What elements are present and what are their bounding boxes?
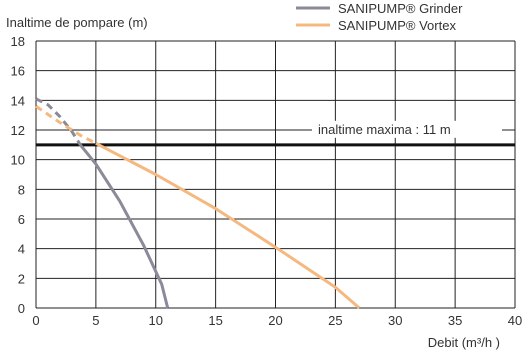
y-tick-label: 2 xyxy=(18,271,25,286)
x-axis-title: Debit (m³/h ) xyxy=(428,335,500,350)
x-tick-label: 35 xyxy=(448,313,462,328)
chart-grid xyxy=(36,41,515,308)
x-tick-label: 30 xyxy=(388,313,402,328)
y-tick-label: 8 xyxy=(18,182,25,197)
legend-label-grinder: SANIPUMP® Grinder xyxy=(338,1,463,16)
max-height-label: inaltime maxima : 11 m xyxy=(318,122,451,137)
y-tick-label: 10 xyxy=(11,153,25,168)
x-tick-label: 25 xyxy=(328,313,342,328)
x-tick-label: 5 xyxy=(92,313,99,328)
y-tick-label: 6 xyxy=(18,212,25,227)
y-tick-label: 4 xyxy=(18,242,25,257)
legend-label-vortex: SANIPUMP® Vortex xyxy=(338,18,456,33)
y-tick-label: 0 xyxy=(18,301,25,316)
series-grinder-line xyxy=(80,145,167,308)
x-tick-label: 20 xyxy=(268,313,282,328)
y-tick-label: 16 xyxy=(11,64,25,79)
y-tick-label: 14 xyxy=(11,93,25,108)
y-axis-title: Inaltime de pompare (m) xyxy=(6,15,148,30)
x-tick-label: 15 xyxy=(208,313,222,328)
x-tick-label: 40 xyxy=(508,313,522,328)
x-tick-label: 10 xyxy=(149,313,163,328)
y-tick-label: 12 xyxy=(11,123,25,138)
y-tick-label: 18 xyxy=(11,34,25,49)
tick-labels: 0 5 10 15 20 25 30 35 40 0 2 4 6 8 10 12 14 16 18 xyxy=(11,34,523,328)
series-vortex-line xyxy=(96,143,359,308)
legend: SANIPUMP® Grinder SANIPUMP® Vortex xyxy=(296,1,463,33)
x-tick-label: 0 xyxy=(32,313,39,328)
